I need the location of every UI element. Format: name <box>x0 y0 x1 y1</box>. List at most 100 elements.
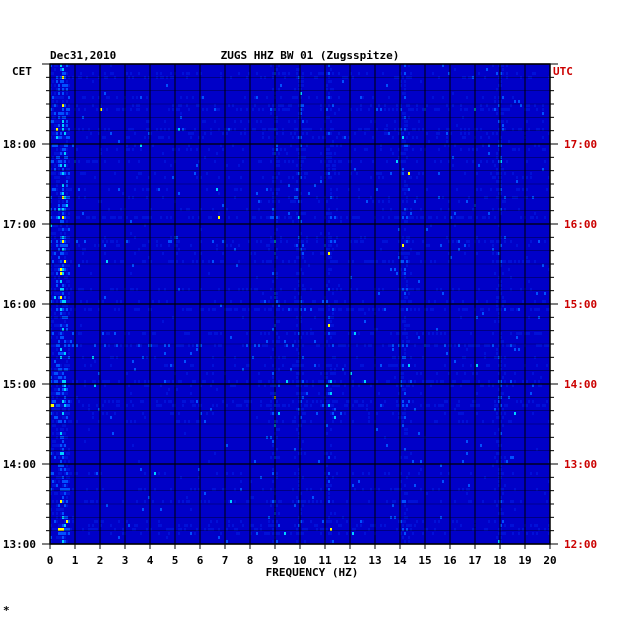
spectrogram-cell <box>196 148 198 151</box>
spectrogram-cell <box>208 460 210 463</box>
spectrogram-cell <box>66 264 68 267</box>
spectrogram-cell <box>326 84 328 87</box>
spectrogram-cell <box>56 504 58 507</box>
spectrogram-cell <box>290 200 292 203</box>
spectrogram-cell <box>392 412 394 415</box>
spectrogram-cell <box>272 364 274 367</box>
spectrogram-cell <box>340 412 342 415</box>
spectrogram-cell <box>416 108 418 111</box>
spectrogram-cell <box>254 344 256 347</box>
spectrogram-cell <box>272 524 274 527</box>
spectrogram-cell <box>402 340 404 343</box>
spectrogram-cell <box>92 380 94 383</box>
spectrogram-cell <box>54 128 56 131</box>
spectrogram-cell <box>278 532 280 535</box>
spectrogram-cell <box>90 272 92 275</box>
spectrogram-cell <box>106 332 108 335</box>
spectrogram-cell <box>238 404 240 407</box>
spectrogram-cell <box>186 96 188 99</box>
spectrogram-cell <box>500 244 502 247</box>
spectrogram-cell <box>200 252 202 255</box>
spectrogram-cell <box>502 68 504 71</box>
spectrogram-cell <box>414 344 416 347</box>
spectrogram-cell <box>400 260 402 263</box>
spectrogram-cell <box>54 484 56 487</box>
spectrogram-cell <box>518 208 520 211</box>
spectrogram-cell <box>66 128 68 131</box>
spectrogram-cell <box>58 468 60 471</box>
spectrogram-cell <box>296 540 298 543</box>
spectrogram-cell <box>82 252 84 255</box>
spectrogram-cell <box>396 108 398 111</box>
spectrogram-cell <box>348 160 350 163</box>
spectrogram-cell <box>300 96 302 99</box>
spectrogram-cell <box>498 84 500 87</box>
spectrogram-cell <box>528 332 530 335</box>
spectrogram-cell <box>318 200 320 203</box>
spectrogram-cell <box>254 288 256 291</box>
spectrogram-cell <box>250 524 252 527</box>
spectrogram-cell <box>476 344 478 347</box>
spectrogram-cell <box>276 132 278 135</box>
spectrogram-cell <box>484 528 486 531</box>
spectrogram-cell <box>208 148 210 151</box>
spectrogram-cell <box>68 168 70 171</box>
spectrogram-cell <box>400 520 402 523</box>
spectrogram-cell <box>60 532 62 535</box>
spectrogram-cell <box>190 488 192 491</box>
spectrogram-cell <box>334 240 336 243</box>
spectrogram-cell <box>306 332 308 335</box>
spectrogram-cell <box>422 108 424 111</box>
spectrogram-cell <box>188 72 190 75</box>
spectrogram-cell <box>64 444 66 447</box>
spectrogram-cell <box>214 108 216 111</box>
spectrogram-cell <box>144 136 146 139</box>
spectrogram-cell <box>320 488 322 491</box>
spectrogram-cell <box>272 540 274 543</box>
spectrogram-cell <box>182 344 184 347</box>
spectrogram-cell <box>422 128 424 131</box>
spectrogram-cell <box>62 124 64 127</box>
spectrogram-cell <box>88 472 90 475</box>
spectrogram-cell <box>520 500 522 503</box>
spectrogram-cell <box>520 332 522 335</box>
spectrogram-cell <box>320 500 322 503</box>
spectrogram-cell <box>232 400 234 403</box>
spectrogram-cell <box>266 340 268 343</box>
spectrogram-cell <box>328 148 330 151</box>
spectrogram-cell <box>300 364 302 367</box>
spectrogram-cell <box>366 72 368 75</box>
spectrogram-cell <box>304 384 306 387</box>
spectrogram-cell <box>330 412 332 415</box>
spectrogram-cell <box>482 420 484 423</box>
spectrogram-cell <box>172 364 174 367</box>
spectrogram-cell <box>338 308 340 311</box>
spectrogram-cell <box>170 164 172 167</box>
spectrogram-cell <box>102 216 104 219</box>
spectrogram-cell <box>154 344 156 347</box>
spectrogram-cell <box>268 136 270 139</box>
spectrogram-cell <box>460 148 462 151</box>
spectrogram-cell <box>192 260 194 263</box>
spectrogram-cell <box>330 144 332 147</box>
spectrogram-cell <box>462 460 464 463</box>
spectrogram-cell <box>342 368 344 371</box>
spectrogram-cell <box>100 104 102 107</box>
spectrogram-cell <box>52 216 54 219</box>
spectrogram-cell <box>62 244 64 247</box>
spectrogram-cell <box>504 208 506 211</box>
spectrogram-cell <box>300 392 302 395</box>
spectrogram-cell <box>92 500 94 503</box>
spectrogram-cell <box>350 372 352 375</box>
spectrogram-cell <box>170 488 172 491</box>
spectrogram-cell <box>320 404 322 407</box>
frequency-tick-label: 13 <box>368 554 381 567</box>
spectrogram-cell <box>468 148 470 151</box>
spectrogram-cell <box>410 248 412 251</box>
spectrogram-cell <box>298 432 300 435</box>
spectrogram-cell <box>56 244 58 247</box>
spectrogram-cell <box>330 176 332 179</box>
spectrogram-cell <box>448 108 450 111</box>
spectrogram-cell <box>52 412 54 415</box>
spectrogram-cell <box>62 112 64 115</box>
